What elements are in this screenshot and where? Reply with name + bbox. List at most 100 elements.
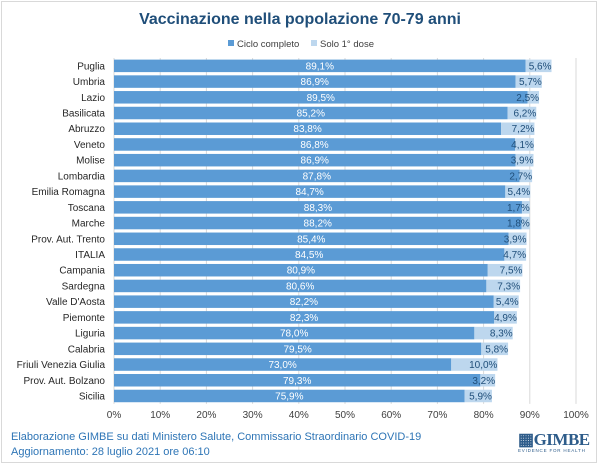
bar-segment bbox=[487, 263, 523, 277]
bar-segment bbox=[525, 59, 552, 73]
bar-segment bbox=[114, 122, 502, 135]
bar-segment bbox=[505, 185, 531, 198]
bar-segment bbox=[114, 326, 475, 340]
bar-segment bbox=[480, 374, 496, 387]
data-label: 84,7% bbox=[295, 187, 323, 198]
data-label: 2,7% bbox=[509, 171, 532, 182]
data-label: 7,3% bbox=[497, 281, 520, 292]
source-note: Elaborazione GIMBE su dati Ministero Sal… bbox=[11, 431, 422, 443]
bar-segment bbox=[527, 91, 540, 104]
category-label: Molise bbox=[76, 156, 105, 167]
x-tick-label: 80% bbox=[474, 410, 494, 421]
bar-segment bbox=[494, 311, 517, 324]
data-label: 86,8% bbox=[300, 140, 328, 151]
bar-segment bbox=[114, 106, 508, 120]
bar-segment bbox=[114, 358, 452, 371]
data-label: 10,0% bbox=[469, 360, 497, 371]
category-label: Puglia bbox=[77, 61, 105, 72]
bar-segment bbox=[464, 389, 492, 403]
data-label: 88,3% bbox=[304, 203, 332, 214]
bar-segment bbox=[114, 295, 494, 308]
bar-segment bbox=[507, 106, 537, 120]
legend-swatch bbox=[311, 40, 317, 46]
bar-segment bbox=[515, 153, 534, 167]
data-label: 5,4% bbox=[496, 297, 519, 308]
bar-segment bbox=[114, 201, 522, 214]
data-label: 7,2% bbox=[512, 124, 535, 135]
data-label: 82,3% bbox=[290, 313, 318, 324]
x-tick-label: 10% bbox=[150, 410, 170, 421]
category-label: Piemonte bbox=[63, 313, 106, 324]
bar-segment bbox=[114, 232, 509, 246]
bar-segment bbox=[114, 153, 516, 167]
data-label: 5,6% bbox=[529, 61, 552, 72]
data-label: 83,8% bbox=[293, 124, 321, 135]
bar-segment bbox=[486, 279, 521, 293]
category-label: Toscana bbox=[68, 203, 106, 214]
bar-segment bbox=[501, 122, 535, 135]
legend-label: Ciclo completo bbox=[237, 39, 299, 50]
data-label: 8,3% bbox=[490, 329, 513, 340]
category-label: Sardegna bbox=[62, 281, 106, 292]
category-label: Abruzzo bbox=[68, 124, 105, 135]
x-tick-label: 60% bbox=[381, 410, 401, 421]
data-label: 86,9% bbox=[301, 77, 329, 88]
data-label: 89,1% bbox=[306, 61, 334, 72]
x-tick-label: 100% bbox=[563, 410, 589, 421]
category-label: Sicilia bbox=[79, 391, 106, 402]
bar-segment bbox=[519, 169, 533, 183]
data-label: 7,5% bbox=[500, 266, 523, 277]
data-label: 78,0% bbox=[280, 329, 308, 340]
x-tick-label: 70% bbox=[427, 410, 447, 421]
data-label: 86,9% bbox=[301, 156, 329, 167]
bar-segment bbox=[508, 232, 527, 246]
data-label: 80,6% bbox=[286, 281, 314, 292]
category-label: Friuli Venezia Giulia bbox=[17, 360, 106, 371]
data-label: 85,4% bbox=[297, 234, 325, 245]
x-tick-label: 0% bbox=[107, 410, 122, 421]
bar-segment bbox=[114, 138, 516, 151]
bar-segment bbox=[114, 169, 520, 183]
data-label: 82,2% bbox=[290, 297, 318, 308]
data-label: 1,7% bbox=[507, 203, 530, 214]
data-label: 3,9% bbox=[504, 234, 527, 245]
data-label: 2,5% bbox=[516, 93, 539, 104]
category-label: Lombardia bbox=[58, 171, 106, 182]
data-label: 89,5% bbox=[307, 93, 335, 104]
gimbe-logo: ▦GIMBE EVIDENCE FOR HEALTH bbox=[518, 430, 590, 453]
x-tick-label: 40% bbox=[289, 410, 309, 421]
bar-segment bbox=[474, 326, 513, 340]
bar-segment bbox=[504, 248, 527, 261]
category-label: Veneto bbox=[74, 140, 106, 151]
category-label: Prov. Aut. Bolzano bbox=[23, 376, 105, 387]
bar-segment bbox=[114, 216, 522, 230]
data-label: 4,9% bbox=[494, 313, 517, 324]
bar-segment bbox=[114, 279, 487, 293]
x-tick-label: 50% bbox=[335, 410, 355, 421]
bar-segment bbox=[114, 311, 495, 324]
data-label: 79,5% bbox=[283, 344, 311, 355]
bar-segment bbox=[114, 91, 528, 104]
bar-segment bbox=[515, 138, 534, 151]
category-label: Calabria bbox=[68, 344, 106, 355]
bar-segment bbox=[521, 201, 530, 214]
data-label: 84,5% bbox=[295, 250, 323, 261]
bar-segment bbox=[114, 342, 482, 356]
bar-segment bbox=[521, 216, 530, 230]
bar-segment bbox=[515, 75, 542, 88]
bar-segment bbox=[114, 389, 465, 403]
data-label: 1,8% bbox=[507, 219, 530, 230]
bar-segment bbox=[114, 263, 488, 277]
data-label: 3,2% bbox=[472, 376, 495, 387]
data-label: 88,2% bbox=[304, 219, 332, 230]
bar-segment bbox=[114, 185, 506, 198]
data-label: 5,4% bbox=[507, 187, 530, 198]
bar-segment bbox=[493, 295, 519, 308]
category-label: ITALIA bbox=[75, 250, 105, 261]
legend-swatch bbox=[228, 40, 234, 46]
data-label: 5,7% bbox=[519, 77, 542, 88]
logo-name: GIMBE bbox=[533, 430, 591, 449]
data-label: 85,2% bbox=[297, 109, 325, 120]
data-label: 4,7% bbox=[503, 250, 526, 261]
